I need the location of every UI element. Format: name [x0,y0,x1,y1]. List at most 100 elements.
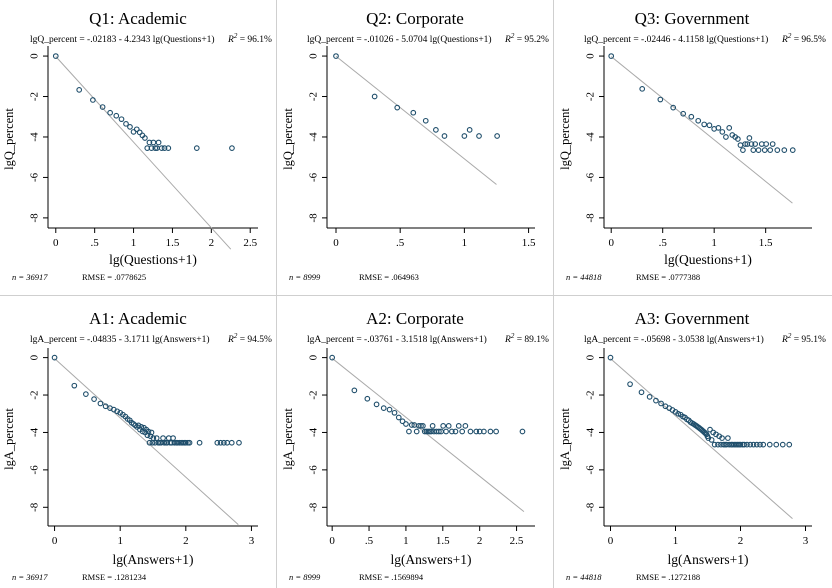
data-point [429,423,436,429]
panel-title: A2: Corporate [366,309,464,328]
data-point [107,109,113,116]
data-point [395,414,402,421]
y-tick-label: -8 [585,502,597,512]
data-point [217,439,224,446]
y-tick-label: -6 [29,465,41,475]
y-tick-label: -2 [29,92,41,101]
data-point [386,406,393,413]
data-point [726,125,733,131]
data-point [774,147,781,153]
x-tick-label: .5 [91,237,100,249]
r-squared-exponent: 2 [788,32,792,40]
x-axis-label: lg(Answers+1) [390,552,471,567]
r-squared-exponent: 2 [788,332,792,340]
data-point [182,439,189,446]
y-tick-label: -8 [308,213,320,223]
x-axis-label: lg(Answers+1) [667,552,748,567]
footer-rmse: RMSE = .064963 [359,272,419,282]
r-squared-value: = 95.2% [514,35,549,45]
data-point [757,441,763,448]
data-point [639,85,646,92]
x-tick-label: 2 [477,535,483,547]
r-squared-exponent: 2 [511,332,515,340]
x-axis-label: lg(Answers+1) [112,552,193,567]
fit-line [335,55,497,185]
y-tick-label: 0 [585,354,597,360]
regression-equation: lgA_percent = -.05698 - 3.0538 lg(Answer… [584,334,764,345]
panel-q1: Q1: Academic lgQ_percent = -.02183 - 4.23… [2,9,272,282]
regression-equation: lgQ_percent = -.02446 - 4.1158 lg(Questi… [584,34,768,45]
y-axis-label: lgA_percent [281,408,295,470]
data-point [627,381,633,388]
data-point [153,435,160,441]
y-tick-label: -2 [308,92,320,101]
x-axis-label: lg(Questions+1) [664,252,752,267]
data-point [436,428,442,435]
data-point [406,428,412,435]
data-point [71,382,78,389]
data-point [706,122,713,129]
data-point [76,86,83,93]
regression-equation: lgA_percent = -.04835 - 3.1711 lg(Answer… [30,334,209,345]
footer-rmse: RMSE = .1569894 [359,572,424,582]
data-point [161,439,168,446]
data-point [148,145,155,151]
data-point [441,133,448,139]
x-tick-label: 1 [403,535,409,547]
data-point [725,435,731,441]
data-point [373,401,380,408]
fit-line [55,56,232,250]
panel-a1: A1: Academic lgA_percent = -.04835 - 3.17… [2,309,272,582]
data-point [737,142,744,148]
r-squared: R2 = 94.5% [227,332,272,345]
data-point [127,124,133,130]
r-squared-value: = 96.1% [237,35,272,45]
data-point [695,117,702,124]
data-point [746,135,753,141]
y-tick-label: -2 [308,390,320,399]
data-point [715,125,722,131]
footer-rmse: RMSE = .0778625 [82,272,146,282]
data-point [779,441,786,448]
data-point [473,428,480,435]
data-point [90,97,96,103]
panel-q3: Q3: Government lgQ_percent = -.02446 - 4.… [558,9,826,282]
x-tick-label: 1.5 [166,237,180,249]
data-point [688,113,695,120]
data-point [455,423,462,429]
panel-title: A3: Government [635,309,750,328]
data-point [83,391,89,397]
data-point [715,441,721,448]
data-point [123,120,129,127]
data-point [160,435,166,441]
data-point [481,428,487,435]
data-points [607,354,793,448]
y-axis-label: lgQ_percent [558,108,572,170]
data-point [146,139,153,146]
data-point [394,104,401,111]
data-point [145,428,152,435]
footer-n: n = 44818 [566,572,602,582]
data-point [723,134,729,140]
data-point [608,53,615,59]
data-point [638,389,645,396]
data-point [646,394,653,400]
x-tick-label: 2.5 [243,237,257,249]
fit-line [331,357,525,513]
data-point [658,400,664,407]
x-tick-label: 1.5 [436,535,450,547]
y-tick-label: -8 [585,213,597,223]
data-point [371,93,378,100]
data-point [214,439,221,446]
r-squared-exponent: 2 [234,32,238,40]
r-squared-value: = 94.5% [237,335,272,345]
x-tick-label: 1 [711,237,717,249]
y-tick-label: -4 [308,427,320,437]
x-tick-label: 0 [53,237,59,249]
data-point [740,147,746,153]
regression-equation: lgQ_percent = -.01026 - 5.0704 lg(Questi… [307,34,492,45]
r-squared-value: = 89.1% [514,335,549,345]
y-tick-label: -4 [29,132,41,142]
data-point [761,147,768,153]
